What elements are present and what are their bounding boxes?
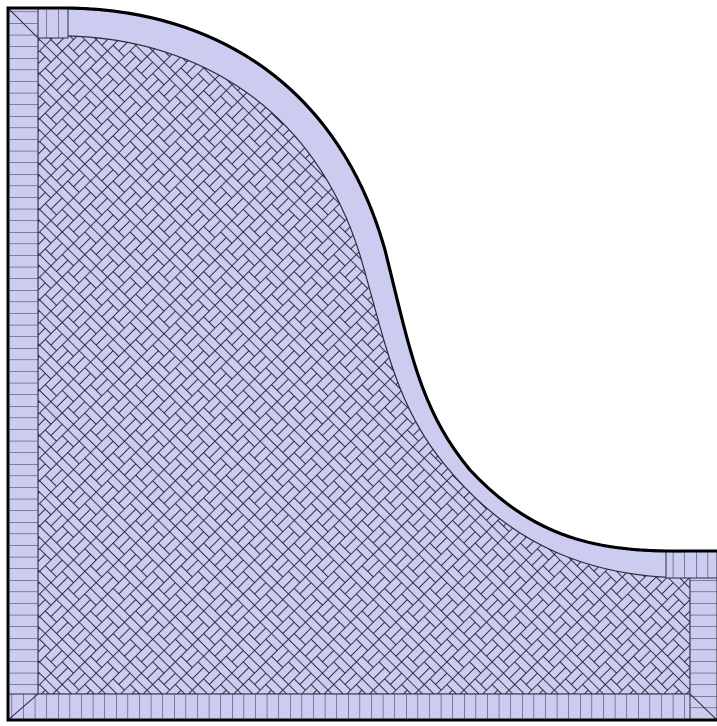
outer-outline bbox=[6, 6, 717, 722]
bottom-border-strip bbox=[7, 693, 717, 721]
corner-miter-top-left bbox=[7, 7, 39, 39]
band-end-piece bbox=[665, 550, 717, 579]
herringbone-field bbox=[37, 35, 691, 695]
corner-miter-bottom-right bbox=[689, 693, 717, 721]
corner-miter-bottom-left bbox=[7, 693, 39, 721]
right-border-strip bbox=[689, 577, 717, 721]
left-border-strip bbox=[7, 7, 39, 721]
